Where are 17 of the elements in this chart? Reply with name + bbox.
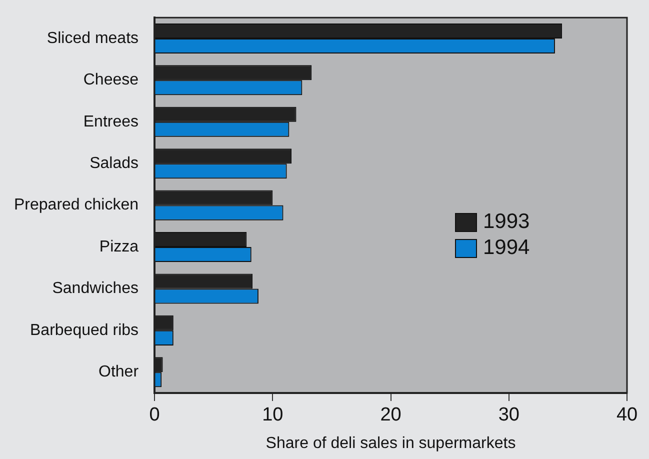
legend-label: 1994 — [483, 236, 530, 260]
x-tick-label: 40 — [616, 404, 638, 426]
y-tick-label: Salads — [90, 154, 139, 172]
y-tick-label: Sandwiches — [52, 280, 139, 298]
y-tick-label: Barbequed ribs — [30, 322, 139, 339]
y-tick-label: Pizza — [99, 238, 139, 256]
y-tick-label: Prepared chicken — [14, 196, 139, 214]
x-tick-label: 20 — [380, 404, 402, 426]
x-tick-label: 10 — [262, 404, 284, 426]
y-tick-label: Cheese — [83, 72, 139, 89]
x-axis-title: Share of deli sales in supermarkets — [266, 434, 516, 452]
y-tick-label: Entrees — [83, 113, 139, 130]
legend-label: 1993 — [483, 210, 530, 234]
y-tick-label: Sliced meats — [46, 30, 139, 47]
x-tick-label: 30 — [498, 404, 520, 426]
x-tick-label: 0 — [149, 404, 160, 426]
y-tick-label: Other — [98, 364, 140, 381]
